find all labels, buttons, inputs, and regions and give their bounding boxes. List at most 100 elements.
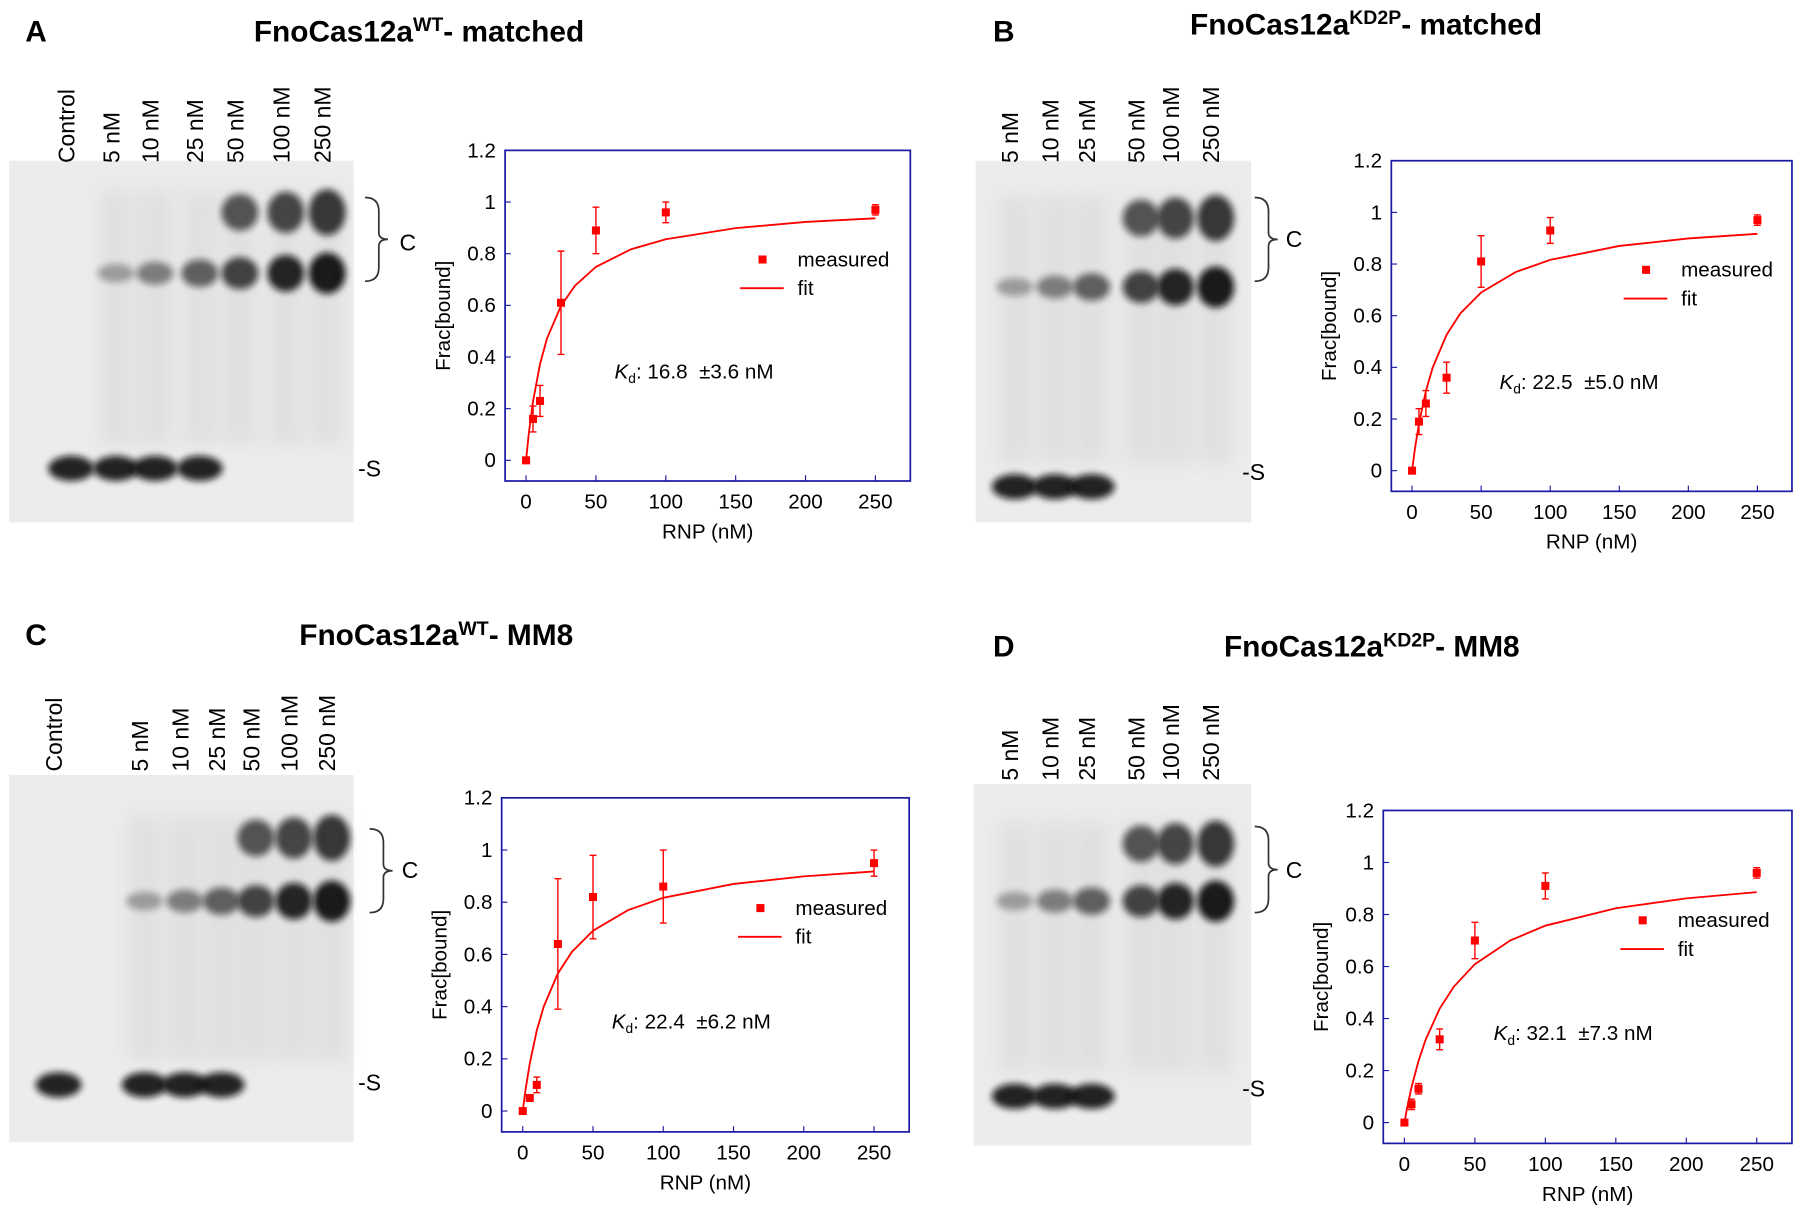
x-tick-label: 150 xyxy=(718,491,752,514)
x-tick-label: 250 xyxy=(858,491,892,514)
legend-label: fit xyxy=(798,277,814,300)
y-tick-label: 0.2 xyxy=(467,398,496,421)
lane-label: 25 nM xyxy=(1074,717,1100,781)
kd-symbol: K xyxy=(1499,371,1514,394)
gel-band xyxy=(176,455,223,482)
kd-subscript: d xyxy=(1513,381,1521,396)
x-tick-label: 200 xyxy=(1669,1153,1703,1176)
x-tick-label: 250 xyxy=(857,1141,891,1164)
kd-annotation: Kd: 22.4 ±6.2 nM xyxy=(612,1010,771,1036)
lane-label: 250 nM xyxy=(310,87,336,164)
legend-marker xyxy=(756,904,765,913)
bracket xyxy=(1254,196,1278,283)
y-tick-label: 0.8 xyxy=(1345,903,1374,926)
y-tick-label: 0 xyxy=(1363,1111,1375,1134)
title-rest: - MM8 xyxy=(1435,631,1520,664)
x-axis-label: RNP (nM) xyxy=(662,520,753,543)
gel-band xyxy=(121,1072,168,1098)
lane-label: 25 nM xyxy=(1074,99,1100,163)
gel-smear xyxy=(99,189,133,446)
gel-smear xyxy=(1125,820,1158,1074)
x-tick-label: 0 xyxy=(1406,501,1418,524)
band-label: C xyxy=(399,229,416,255)
band-label: -S xyxy=(1242,459,1265,485)
data-point xyxy=(529,414,538,424)
legend-label: fit xyxy=(1681,287,1697,310)
gel-smear xyxy=(315,815,348,1062)
title-rest: - matched xyxy=(1401,8,1542,41)
gel-band xyxy=(991,1083,1038,1109)
band-label: -S xyxy=(358,455,381,481)
y-tick-label: 0.6 xyxy=(1353,305,1382,328)
kd-text: : 22.4 ±6.2 nM xyxy=(633,1010,771,1033)
data-point xyxy=(661,208,670,217)
legend-marker xyxy=(758,255,767,264)
title-main: FnoCas12a xyxy=(299,619,459,652)
data-point xyxy=(522,456,531,465)
gel-band xyxy=(48,455,95,482)
title-main: FnoCas12a xyxy=(1224,631,1384,664)
x-axis-label: RNP (nM) xyxy=(1546,531,1637,554)
data-point xyxy=(1421,399,1430,408)
y-tick-label: 1.2 xyxy=(467,139,496,162)
kd-annotation: Kd: 16.8 ±3.6 nM xyxy=(615,361,774,387)
data-point xyxy=(553,939,562,949)
bracket xyxy=(365,196,389,283)
title-rest: - MM8 xyxy=(489,619,574,652)
fit-line xyxy=(525,217,876,461)
gel-band xyxy=(991,474,1038,500)
y-axis-label: Frac[bound] xyxy=(1318,271,1341,381)
y-tick-label: 1.2 xyxy=(464,787,493,810)
panel-label: B xyxy=(993,15,1015,48)
gel-band xyxy=(1032,474,1078,500)
lane-label: 50 nM xyxy=(1124,99,1150,163)
gel-smear xyxy=(183,189,216,446)
lane-label: 100 nM xyxy=(276,695,302,772)
data-point xyxy=(1442,373,1451,382)
x-axis-label: RNP (nM) xyxy=(1542,1183,1633,1206)
y-tick-label: 0 xyxy=(1371,460,1383,483)
y-tick-label: 0.2 xyxy=(1345,1059,1374,1082)
legend-label: measured xyxy=(1681,259,1773,282)
lane-label: 50 nM xyxy=(1124,717,1150,781)
lane-label: 10 nM xyxy=(137,99,163,163)
title-main: FnoCas12a xyxy=(254,15,414,48)
y-tick-label: 1 xyxy=(481,839,493,862)
y-tick-label: 0.8 xyxy=(1353,253,1382,276)
gel-smear xyxy=(138,189,172,446)
lane-label: 50 nM xyxy=(238,708,264,772)
legend-label: fit xyxy=(1678,938,1694,961)
plot-frame xyxy=(1382,809,1793,1145)
x-tick-label: 50 xyxy=(1470,501,1493,524)
data-point xyxy=(659,882,668,891)
data-point xyxy=(532,1080,541,1089)
x-tick-label: 100 xyxy=(1533,501,1567,524)
kd-subscript: d xyxy=(1507,1033,1515,1048)
gel-band xyxy=(1032,1083,1078,1109)
gel-smear xyxy=(239,815,273,1062)
panel-label: C xyxy=(25,619,47,652)
data-point xyxy=(1752,868,1761,877)
lane-label: 5 nM xyxy=(997,112,1023,163)
panel-title: FnoCas12aKD2P- matched xyxy=(1190,7,1542,41)
legend-label: fit xyxy=(795,926,811,949)
plot-frame xyxy=(504,149,912,482)
lane-label: 25 nM xyxy=(204,708,230,772)
title-sup: WT xyxy=(413,14,443,36)
data-point xyxy=(1541,881,1550,890)
data-point xyxy=(871,205,880,214)
x-tick-label: 0 xyxy=(520,491,532,514)
gel-band xyxy=(35,1072,82,1098)
gel-smear xyxy=(1075,820,1108,1074)
lane-label: 250 nM xyxy=(1198,87,1224,164)
title-sup: KD2P xyxy=(1349,7,1401,29)
y-axis-label: Frac[bound] xyxy=(429,910,452,1020)
legend-marker xyxy=(1638,916,1647,925)
y-tick-label: 0.6 xyxy=(1345,955,1374,978)
title-sup: WT xyxy=(458,618,488,640)
lane-label: 10 nM xyxy=(1037,99,1063,163)
lane-label: 5 nM xyxy=(98,112,124,163)
kd-text: : 16.8 ±3.6 nM xyxy=(636,361,774,384)
y-tick-label: 1 xyxy=(484,191,496,214)
